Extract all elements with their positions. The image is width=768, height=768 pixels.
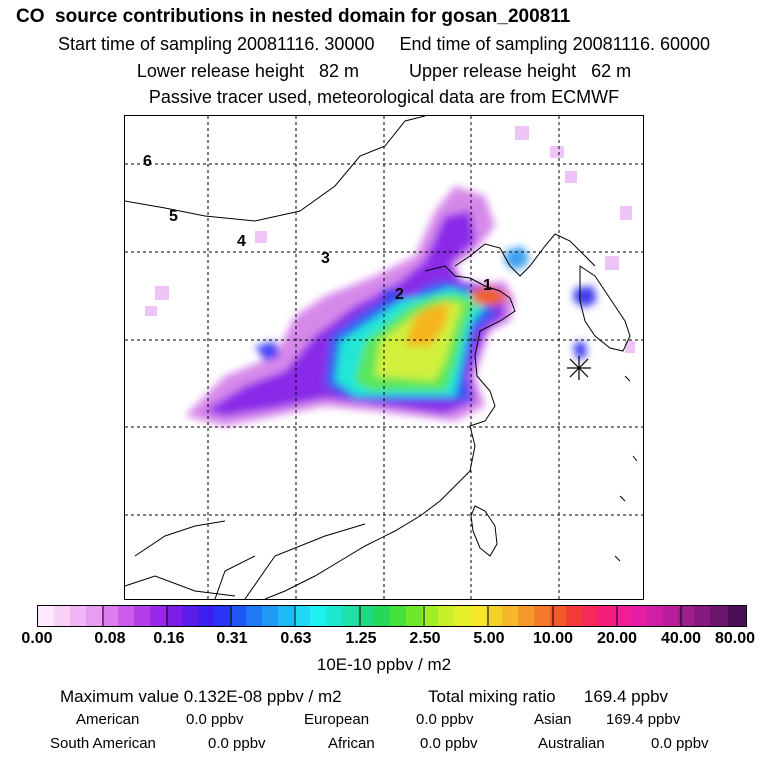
asian-value: 169.4 ppbv — [606, 711, 681, 728]
light-patches — [145, 126, 635, 353]
colorbar-tick: 10.00 — [532, 630, 574, 647]
colorbar-tick: 0.16 — [153, 630, 185, 647]
colorbar-tick: 5.00 — [473, 630, 505, 647]
lat-lon-grid — [125, 116, 643, 599]
trajectory-label-2: 2 — [395, 286, 404, 303]
trajectory-label-6: 6 — [143, 153, 152, 170]
african-value: 0.0 ppbv — [420, 735, 478, 752]
european-value: 0.0 ppbv — [416, 711, 474, 728]
trajectory-label-4: 4 — [237, 233, 246, 250]
trajectory-label-3: 3 — [321, 250, 330, 267]
colorbar-tick: 0.00 — [21, 630, 53, 647]
colorbar-units: 10E-10 ppbv / m2 — [316, 655, 452, 674]
colorbar-tick: 20.00 — [596, 630, 638, 647]
sampling-time-line: Start time of sampling 20081116. 30000 E… — [57, 34, 711, 54]
trajectory-label-5: 5 — [169, 208, 178, 225]
map-panel: 1 2 3 4 5 6 — [124, 115, 644, 600]
release-height-line: Lower release height 82 m Upper release … — [136, 61, 632, 81]
total-mixing-ratio: Total mixing ratio 169.4 ppbv — [428, 687, 669, 706]
trajectory-label-1: 1 — [483, 277, 492, 294]
colorbar-tick: 2.50 — [409, 630, 441, 647]
european-label: European — [304, 711, 370, 728]
coastlines — [124, 115, 638, 600]
colorbar-tick: 40.00 — [660, 630, 702, 647]
map-canvas: 1 2 3 4 5 6 — [124, 115, 643, 600]
colorbar-tick: 1.25 — [345, 630, 377, 647]
tracer-info-line: Passive tracer used, meteorological data… — [148, 87, 620, 107]
american-label: American — [76, 711, 140, 728]
south-american-value: 0.0 ppbv — [208, 735, 266, 752]
concentration-field — [185, 186, 597, 426]
max-value: Maximum value 0.132E-08 ppbv / m2 — [60, 687, 342, 706]
colorbar — [37, 605, 747, 627]
australian-label: Australian — [538, 735, 605, 752]
star-burst-icon — [567, 356, 591, 380]
american-value: 0.0 ppbv — [186, 711, 244, 728]
african-label: African — [328, 735, 375, 752]
colorbar-tick: 0.08 — [94, 630, 126, 647]
asian-label: Asian — [534, 711, 572, 728]
colorbar-tick: 0.31 — [216, 630, 248, 647]
south-american-label: South American — [50, 735, 156, 752]
colorbar-ramp — [38, 606, 746, 626]
colorbar-tick: 80.00 — [714, 630, 756, 647]
australian-value: 0.0 ppbv — [651, 735, 709, 752]
plot-title: CO source contributions in nested domain… — [16, 6, 571, 27]
colorbar-tick: 0.63 — [280, 630, 312, 647]
